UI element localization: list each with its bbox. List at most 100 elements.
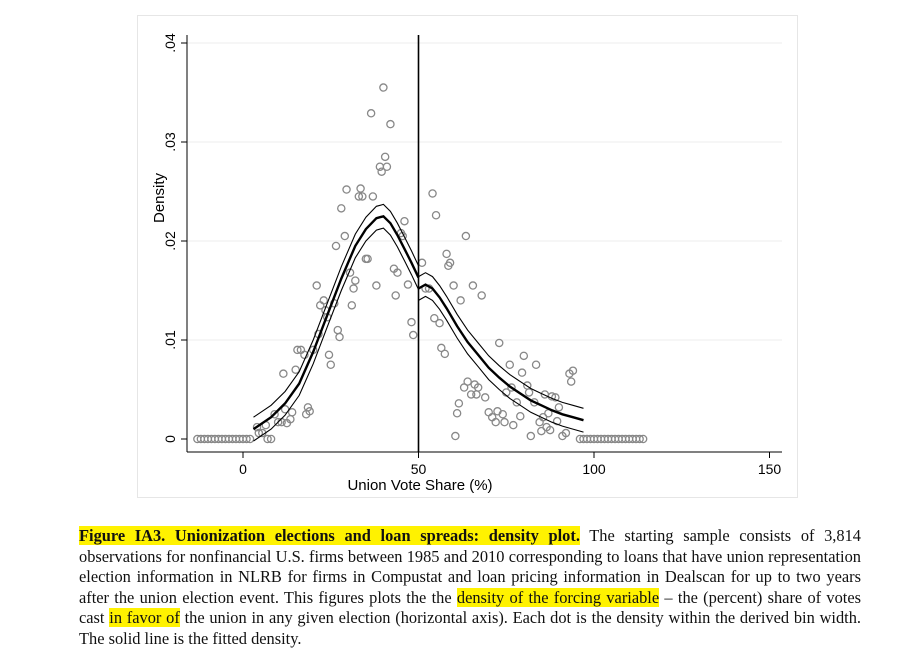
density-point (312, 281, 321, 290)
density-point (568, 366, 578, 375)
plot-panel (137, 15, 798, 498)
caption-highlight-1: density of the forcing variable (456, 587, 660, 607)
y-tick-label: .02 (162, 231, 178, 251)
density-point (561, 428, 571, 438)
density-point (342, 185, 351, 194)
density-point (517, 368, 527, 377)
density-point (254, 428, 264, 438)
figure-caption: Figure IA3. Unionization elections and l… (79, 526, 861, 649)
density-point (377, 167, 386, 176)
density-point (347, 301, 357, 310)
density-point (551, 393, 560, 402)
density-point (451, 431, 460, 441)
density-point (480, 393, 490, 402)
caption-text-3: the union in any given election (horizon… (79, 608, 861, 648)
density-point (507, 383, 516, 392)
density-point (324, 350, 334, 360)
density-point (538, 412, 548, 422)
density-point (266, 434, 276, 444)
density-point (393, 268, 402, 277)
density-point (349, 284, 358, 293)
density-point (638, 434, 648, 444)
density-point (340, 231, 350, 241)
density-point (498, 409, 507, 419)
x-axis-ticks: 0 50 100 150 (239, 452, 781, 477)
caption-text-2: – the (percent) share of votes cast (79, 587, 861, 628)
density-point (293, 345, 302, 355)
density-point (326, 360, 335, 369)
density-point (530, 398, 539, 407)
density-point (331, 241, 341, 251)
y-tick-label: .03 (162, 132, 178, 152)
density-point (380, 152, 390, 162)
density-point (372, 281, 381, 290)
density-point (431, 211, 441, 220)
y-tick-label: .04 (162, 33, 178, 53)
density-point (461, 231, 471, 241)
fit-left-lower-ci (253, 227, 419, 442)
density-point (500, 417, 509, 427)
fit-left-line (252, 214, 420, 431)
density-point (519, 351, 529, 361)
density-point (300, 350, 309, 360)
density-point (400, 216, 409, 226)
x-tick-label: 100 (582, 461, 606, 477)
density-chart: 0 50 100 150 0 .01 .02 .03 .04 Union Vote Share… (151, 33, 782, 494)
density-point (273, 417, 283, 427)
density-point (552, 416, 562, 426)
density-point (554, 403, 564, 412)
axes (186, 35, 782, 453)
y-axis-ticks: 0 .01 .02 .03 .04 (162, 33, 187, 443)
density-point (391, 291, 400, 300)
density-point (287, 408, 297, 417)
density-point (635, 434, 644, 444)
fit-left-upper-ci (253, 203, 419, 418)
density-point (430, 313, 439, 323)
density-point (512, 398, 522, 407)
density-point (494, 338, 504, 348)
density-point (440, 349, 450, 359)
density-point (473, 383, 483, 392)
density-point (516, 411, 525, 421)
density-point (452, 409, 462, 418)
density-point (245, 434, 255, 444)
density-point (335, 332, 344, 342)
density-point (351, 276, 360, 285)
density-point (386, 119, 395, 129)
grid-lines (187, 42, 782, 341)
figure-label: Figure IA3. Unionization elections and l… (79, 526, 580, 545)
density-point (472, 390, 481, 399)
density-point (449, 281, 458, 290)
density-point (366, 109, 376, 118)
y-axis-label: Density (151, 172, 168, 223)
x-tick-label: 50 (411, 461, 427, 477)
y-tick-label: 0 (162, 435, 178, 443)
density-point (279, 369, 288, 378)
density-point (368, 192, 378, 201)
fit-right-line (417, 283, 584, 422)
density-point (358, 192, 367, 201)
x-tick-label: 0 (239, 461, 247, 477)
density-point (535, 417, 544, 427)
density-point (354, 192, 364, 201)
density-point (524, 388, 534, 397)
density-point (468, 281, 478, 290)
density-point (417, 258, 427, 268)
density-point (403, 280, 413, 289)
density-point (509, 420, 518, 430)
x-tick-label: 150 (758, 461, 782, 477)
fit-right-lower-ci (418, 295, 584, 433)
x-axis-label: Union Vote Share (%) (347, 477, 492, 494)
y-tick-label: .01 (162, 330, 178, 350)
density-point (566, 377, 576, 386)
density-point (305, 407, 314, 416)
density-point (291, 365, 300, 374)
fit-right-upper-ci (418, 272, 584, 409)
density-point (252, 422, 262, 432)
density-point (435, 318, 444, 328)
density-point (333, 325, 343, 335)
caption-highlight-2: in favor of (109, 608, 180, 627)
density-points (193, 83, 648, 444)
density-point (454, 399, 464, 408)
density-point (484, 408, 493, 417)
